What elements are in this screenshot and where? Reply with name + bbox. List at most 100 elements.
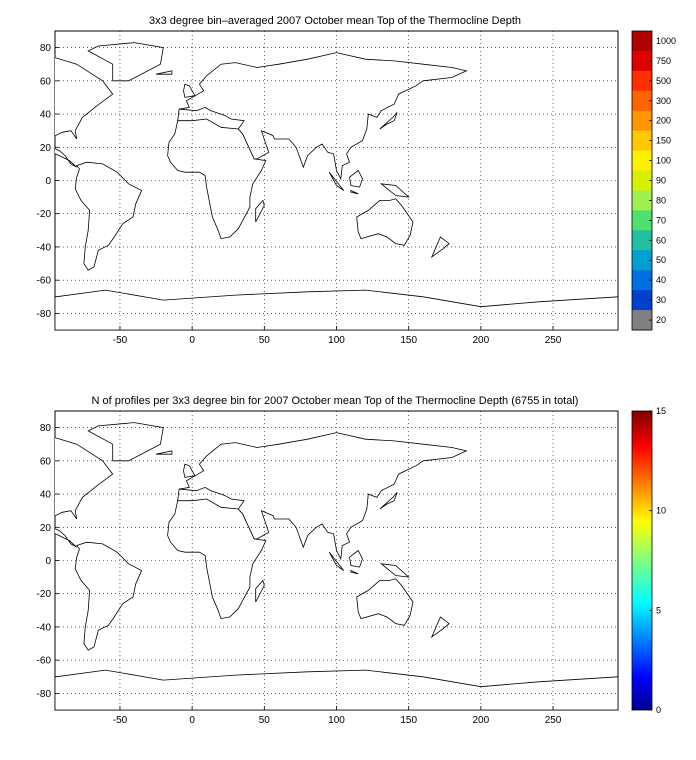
continent-outline: [87, 422, 164, 462]
colorbar-label: 0: [656, 705, 661, 715]
colorbar-segment: [632, 170, 652, 191]
continent-outline: [379, 563, 410, 578]
x-tick-label: 0: [189, 335, 195, 346]
colorbar-segment: [632, 50, 652, 72]
bottom-chart-title: N of profiles per 3x3 degree bin for 200…: [92, 395, 579, 407]
continent-outline: [177, 52, 468, 181]
y-tick-label: -40: [37, 622, 52, 633]
continent-outline: [430, 616, 450, 639]
x-tick-label: 50: [259, 715, 271, 726]
x-tick-label: 150: [400, 335, 417, 346]
colorbar-segment: [632, 130, 652, 152]
top-y-ticks: 80 60 40 20 0 -20 -40 -60 -80: [37, 43, 52, 320]
top-x-ticks: -50 0 50 100 150 200 250: [113, 335, 562, 346]
continent-outline: [379, 112, 398, 130]
continent-outline: [74, 541, 143, 651]
y-tick-label: 0: [45, 176, 51, 187]
colorbar-segment: [632, 90, 652, 112]
colorbar-segment: [632, 190, 652, 211]
colorbar-label: 50: [656, 255, 666, 265]
y-tick-label: 60: [40, 456, 52, 467]
colorbar-label: 100: [656, 156, 671, 166]
continent-outline: [156, 70, 173, 75]
continent-outline: [255, 199, 265, 223]
colorbar-segment: [632, 210, 652, 231]
y-tick-label: 0: [45, 556, 51, 567]
colorbar-segment: [632, 250, 652, 271]
colorbar-label: 1000: [656, 36, 676, 46]
x-tick-label: -50: [113, 715, 128, 726]
bottom-colorbar: 15 10 5 0: [631, 406, 666, 715]
colorbar-label: 300: [656, 96, 671, 106]
continent-outline: [183, 83, 196, 98]
colorbar-label: 80: [656, 195, 666, 205]
x-tick-label: 200: [473, 715, 490, 726]
y-tick-label: -80: [37, 309, 52, 320]
colorbar-label: 15: [656, 406, 666, 416]
continent-outline: [255, 579, 265, 603]
continent-outline: [349, 549, 363, 568]
continent-outline: [379, 492, 398, 510]
y-tick-label: -40: [37, 242, 52, 253]
colorbar-label: 60: [656, 235, 666, 245]
colorbar-label: 5: [656, 605, 661, 615]
bottom-gridlines: [55, 411, 618, 710]
colorbar-label: 750: [656, 56, 671, 66]
y-tick-label: 20: [40, 523, 52, 534]
y-tick-label: 80: [40, 423, 52, 434]
bottom-y-ticks: 80 60 40 20 0 -20 -40 -60 -80: [37, 423, 52, 700]
continent-outline: [328, 551, 345, 571]
continent-outline: [55, 437, 114, 548]
colorbar-segment: [632, 270, 652, 291]
y-tick-label: -80: [37, 689, 52, 700]
continent-outline: [328, 171, 345, 191]
x-tick-label: 100: [328, 715, 345, 726]
top-continent-outlines: [55, 42, 618, 330]
y-tick-label: 40: [40, 490, 52, 501]
x-tick-label: 250: [545, 335, 562, 346]
continent-outline: [356, 578, 414, 626]
continent-outline: [379, 183, 410, 198]
top-chart-title: 3x3 degree bin–averaged 2007 October mea…: [149, 15, 521, 27]
x-tick-label: 50: [259, 335, 271, 346]
colorbar-label: 40: [656, 275, 666, 285]
top-gridlines: [55, 31, 618, 330]
y-tick-label: -20: [37, 589, 52, 600]
continent-outline: [349, 169, 363, 188]
continent-outline: [55, 57, 114, 168]
colorbar-segment: [632, 150, 652, 172]
continent-outline: [350, 189, 359, 195]
colorbar-label: 500: [656, 76, 671, 86]
colorbar-label: 90: [656, 176, 666, 186]
x-tick-label: 200: [473, 335, 490, 346]
colorbar-label: 20: [656, 315, 666, 325]
continent-outline: [183, 463, 196, 478]
colorbar-gradient: [631, 410, 653, 711]
continent-outline: [87, 42, 164, 82]
top-colorbar: 1000 750 500 300 200 150 100 90 80 70 60 50 40 30 20: [631, 30, 676, 331]
x-tick-label: 0: [189, 715, 195, 726]
colorbar-segment: [632, 70, 652, 92]
continent-outline: [356, 198, 414, 246]
x-tick-label: 250: [545, 715, 562, 726]
continent-outline: [74, 161, 143, 271]
colorbar-label: 150: [656, 136, 671, 146]
x-tick-label: 150: [400, 715, 417, 726]
colorbar-segment: [632, 310, 652, 331]
continent-outline: [177, 432, 468, 561]
x-tick-label: -50: [113, 335, 128, 346]
colorbar-segment: [632, 110, 652, 132]
y-tick-label: -60: [37, 276, 52, 287]
y-tick-label: -60: [37, 656, 52, 667]
colorbar-label: 30: [656, 295, 666, 305]
colorbar-segment: [632, 290, 652, 311]
y-tick-label: 40: [40, 110, 52, 121]
continent-outline: [430, 236, 450, 259]
colorbar-label: 10: [656, 506, 666, 516]
colorbar-segment: [632, 31, 652, 52]
continent-outline: [350, 569, 359, 575]
bottom-x-ticks: -50 0 50 100 150 200 250: [113, 715, 562, 726]
